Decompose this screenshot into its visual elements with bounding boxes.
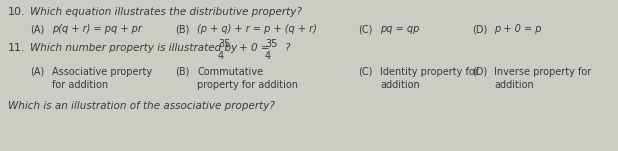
Text: pq = qp: pq = qp xyxy=(380,24,420,34)
Text: (C): (C) xyxy=(358,24,373,34)
Text: 4: 4 xyxy=(265,51,271,61)
Text: (D): (D) xyxy=(472,24,487,34)
Text: (A): (A) xyxy=(30,67,44,77)
Text: + 0 =: + 0 = xyxy=(239,43,269,53)
Text: 11.: 11. xyxy=(8,43,25,53)
Text: Inverse property for: Inverse property for xyxy=(494,67,591,77)
Text: (B): (B) xyxy=(175,67,189,77)
Text: 10.: 10. xyxy=(8,7,25,17)
Text: (C): (C) xyxy=(358,67,373,77)
Text: Which equation illustrates the distributive property?: Which equation illustrates the distribut… xyxy=(30,7,302,17)
Text: (D): (D) xyxy=(472,67,487,77)
Text: Which is an illustration of the associative property?: Which is an illustration of the associat… xyxy=(8,101,275,111)
Text: 35: 35 xyxy=(265,39,277,49)
Text: addition: addition xyxy=(380,80,420,90)
Text: (B): (B) xyxy=(175,24,189,34)
Text: addition: addition xyxy=(494,80,534,90)
Text: ?: ? xyxy=(285,43,290,53)
Text: Identity property for: Identity property for xyxy=(380,67,479,77)
Text: (p + q) + r = p + (q + r): (p + q) + r = p + (q + r) xyxy=(197,24,317,34)
Text: Commutative: Commutative xyxy=(197,67,263,77)
Text: p + 0 = p: p + 0 = p xyxy=(494,24,541,34)
Text: Which number property is illustrated by: Which number property is illustrated by xyxy=(30,43,237,53)
Text: for addition: for addition xyxy=(52,80,108,90)
Text: Associative property: Associative property xyxy=(52,67,152,77)
Text: 35: 35 xyxy=(218,39,231,49)
Text: (A): (A) xyxy=(30,24,44,34)
Text: property for addition: property for addition xyxy=(197,80,298,90)
Text: 4: 4 xyxy=(218,51,224,61)
Text: p(q + r) = pq + pr: p(q + r) = pq + pr xyxy=(52,24,142,34)
